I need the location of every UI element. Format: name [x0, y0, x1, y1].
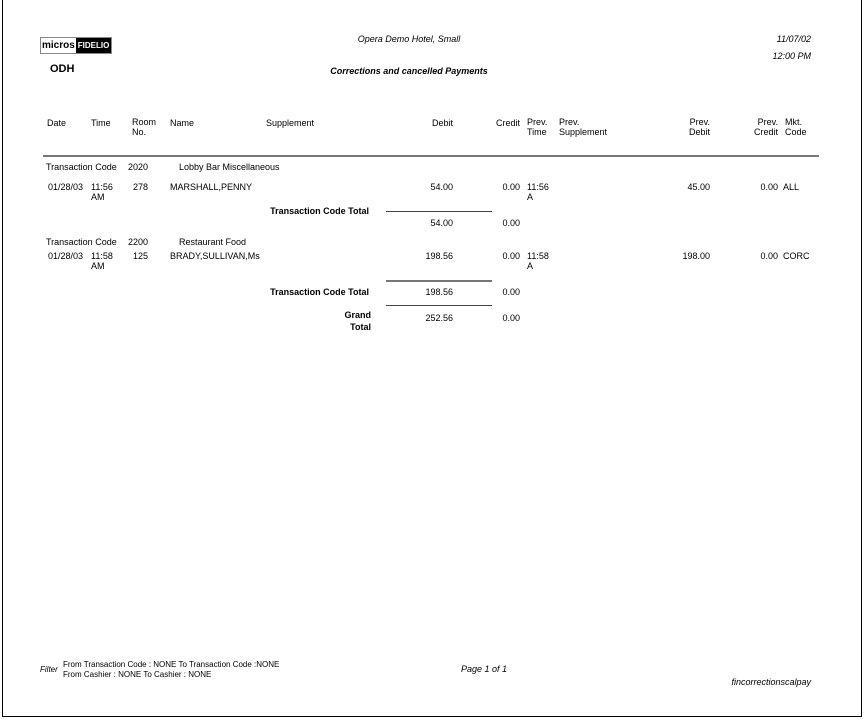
report-name: fincorrectionscalpay — [731, 677, 811, 687]
cell-prev-credit: 0.00 — [760, 251, 778, 261]
cell-mkt-code: ALL — [783, 182, 800, 192]
col-time: Time — [91, 118, 111, 128]
cell-credit: 0.00 — [502, 251, 520, 261]
group-code: 2200 — [128, 237, 149, 247]
cell-prev-debit: 45.00 — [687, 182, 710, 192]
cell-debit: 54.00 — [430, 182, 453, 192]
cell-credit: 0.00 — [502, 182, 520, 192]
group-label: Transaction Code — [46, 237, 117, 247]
cell-time-ampm: AM — [91, 192, 105, 202]
cell-time: 11:58 — [91, 251, 113, 261]
header-divider — [43, 155, 819, 157]
grand-total-credit: 0.00 — [502, 313, 520, 323]
group-code: 2020 — [128, 162, 149, 172]
col-debit: Debit — [431, 118, 453, 128]
group-total-label: Transaction Code Total — [270, 287, 369, 297]
report-date: 11/07/02 — [776, 34, 811, 44]
group-total-credit: 0.00 — [502, 218, 520, 228]
col-prev-supplement-2: Supplement — [559, 127, 608, 137]
total-divider — [386, 280, 492, 282]
filter-line-2: From Cashier : NONE To Cashier : NONE — [63, 670, 212, 679]
cell-time: 11:56 — [91, 182, 113, 192]
logo-micros: micros — [41, 38, 76, 53]
cell-time-ampm: AM — [91, 261, 105, 271]
property-code: ODH — [50, 63, 75, 75]
group-description: Restaurant Food — [179, 237, 247, 247]
group-label: Transaction Code — [46, 162, 117, 172]
group-total-credit: 0.00 — [502, 287, 520, 297]
cell-prev-time: 11:56 — [527, 182, 549, 192]
col-prev-credit: Prev. — [757, 117, 778, 127]
col-room-no: No. — [132, 127, 147, 137]
group-description: Lobby Bar Miscellaneous — [179, 162, 280, 172]
col-credit: Credit — [495, 118, 520, 128]
total-divider — [386, 211, 492, 212]
page-number: Page 1 of 1 — [460, 664, 508, 674]
cell-prev-time-ampm: A — [527, 261, 534, 271]
cell-name: BRADY,SULLIVAN,Ms — [170, 251, 260, 261]
col-prev-debit-2: Debit — [688, 127, 710, 137]
group-total-debit: 54.00 — [430, 218, 453, 228]
col-room: Room — [132, 117, 157, 127]
logo-fidelio: FIDELIO — [75, 38, 112, 53]
col-mkt-code-2: Code — [785, 127, 807, 137]
col-name: Name — [170, 118, 195, 128]
group-total-label: Transaction Code Total — [270, 206, 369, 216]
col-prev-credit-2: Credit — [753, 127, 778, 137]
col-mkt-code: Mkt. — [785, 117, 802, 127]
cell-debit: 198.56 — [425, 251, 453, 261]
cell-mkt-code: CORC — [783, 251, 810, 261]
cell-room: 125 — [133, 251, 149, 261]
col-prev-debit: Prev. — [689, 117, 710, 127]
report-time: 12:00 PM — [772, 51, 811, 61]
report-title: Corrections and cancelled Payments — [330, 66, 488, 76]
cell-prev-time-ampm: A — [527, 192, 534, 202]
cell-date: 01/28/03 — [48, 182, 84, 192]
grand-total-label-2: Total — [350, 322, 371, 332]
filter-line-1: From Transaction Code : NONE To Transact… — [63, 660, 280, 669]
filter-label: Filter — [40, 665, 58, 674]
cell-date: 01/28/03 — [48, 251, 84, 261]
grand-total-divider — [386, 305, 492, 306]
cell-name: MARSHALL,PENNY — [170, 182, 253, 192]
cell-room: 278 — [133, 182, 149, 192]
hotel-name: Opera Demo Hotel, Small — [357, 34, 461, 44]
cell-prev-credit: 0.00 — [760, 182, 778, 192]
col-supplement: Supplement — [266, 118, 315, 128]
col-date: Date — [47, 118, 67, 128]
grand-total-debit: 252.56 — [425, 313, 453, 323]
col-prev-time-2: Time — [527, 127, 547, 137]
cell-prev-time: 11:58 — [527, 251, 549, 261]
group-total-debit: 198.56 — [425, 287, 453, 297]
col-prev-supplement: Prev. — [559, 117, 580, 127]
cell-prev-debit: 198.00 — [682, 251, 710, 261]
grand-total-label: Grand — [344, 310, 371, 320]
micros-fidelio-logo: micros FIDELIO — [40, 37, 113, 54]
col-prev-time: Prev. — [527, 117, 548, 127]
